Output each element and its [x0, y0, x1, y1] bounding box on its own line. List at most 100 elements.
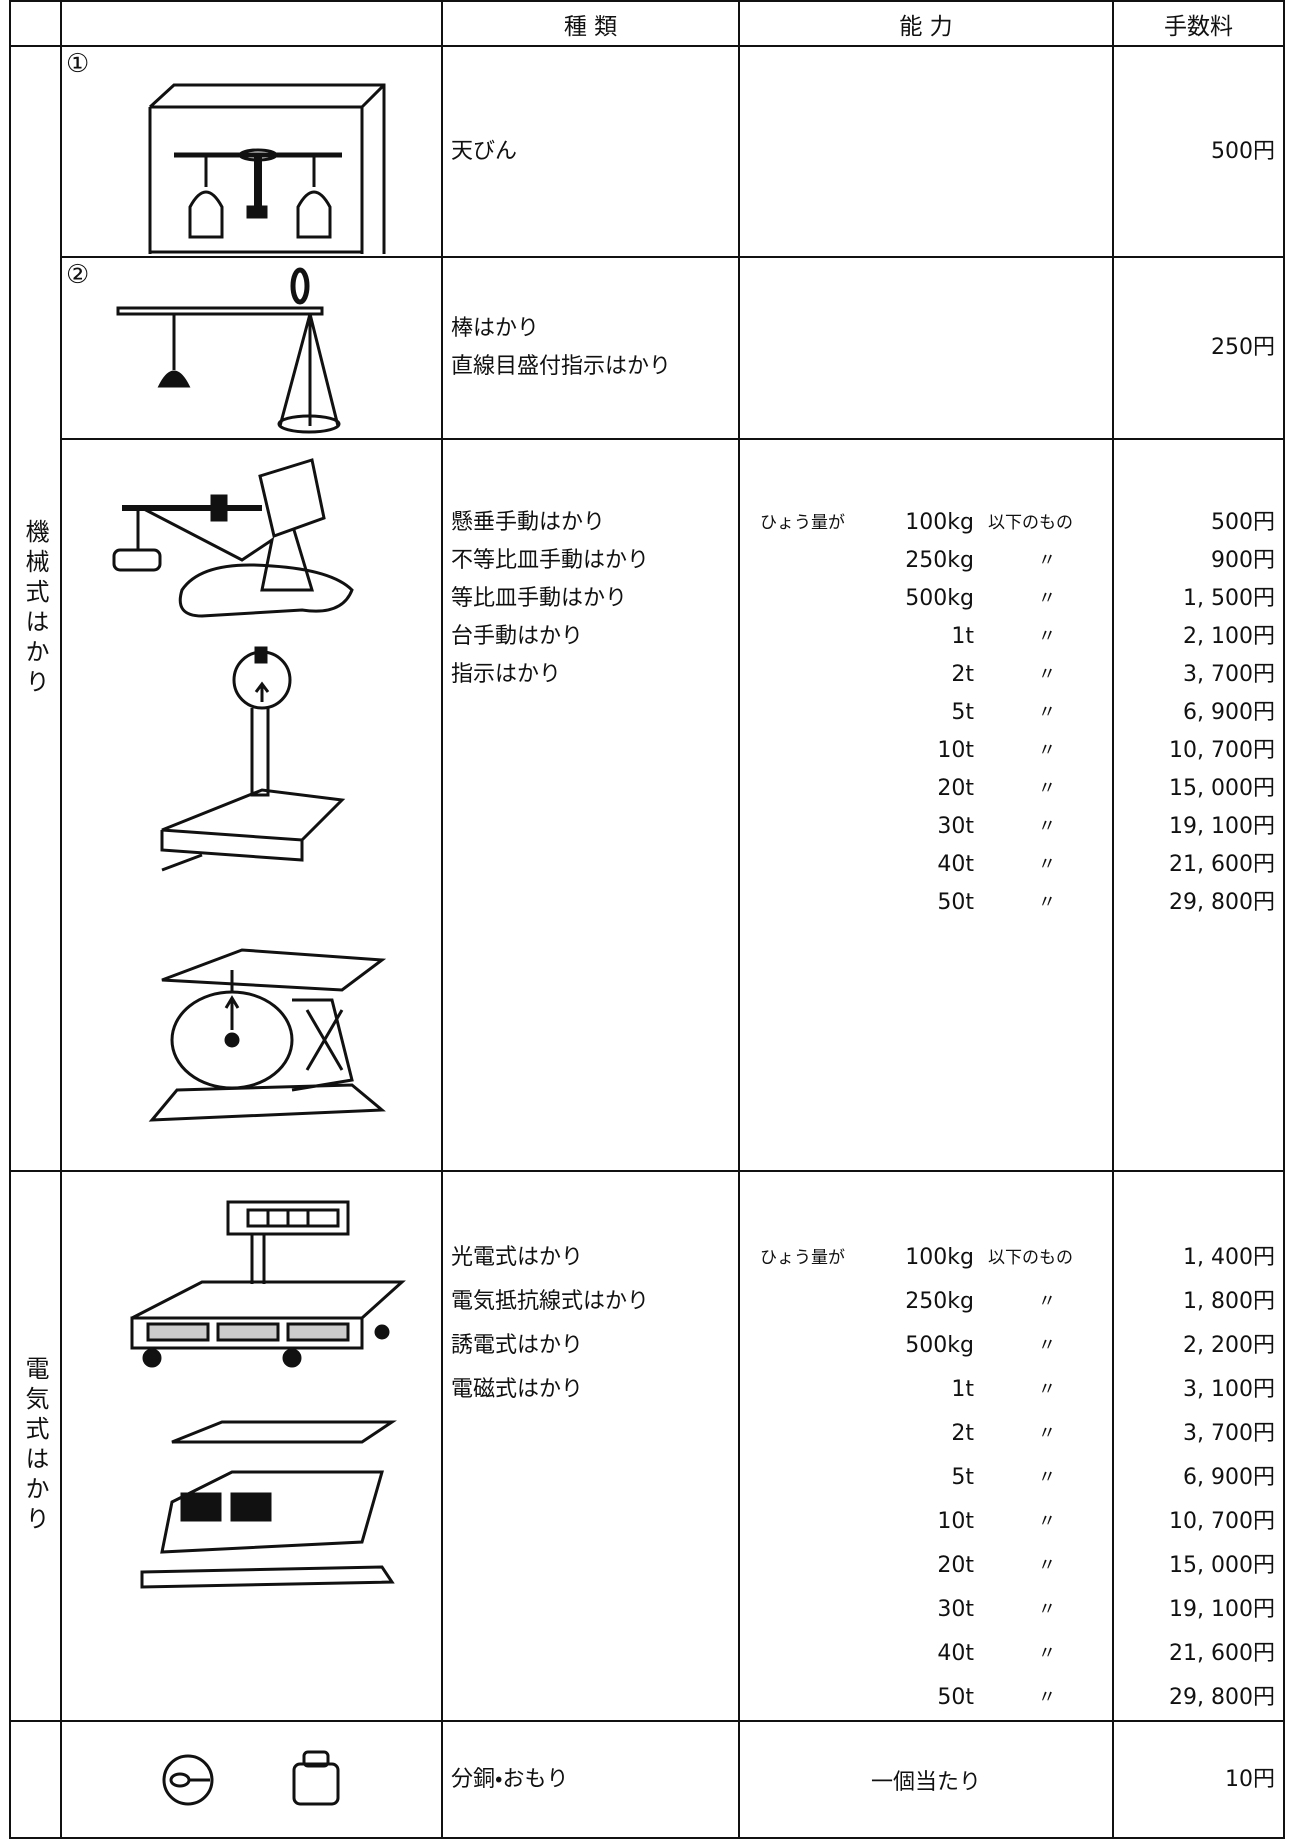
capacity-prefix: ひょう量が: [760, 1248, 845, 1268]
spacer: [760, 542, 880, 580]
illustration-cell: [60, 1720, 443, 1839]
type-name: 棒はかり: [451, 316, 540, 341]
header-cell: [60, 0, 443, 47]
type-cell: 分銅・おもり: [441, 1720, 740, 1839]
header-fee: 手数料: [1112, 0, 1285, 47]
capacity-note: 〃: [1038, 1555, 1056, 1576]
header-cell: [9, 0, 62, 47]
capacity-note: 〃: [1038, 664, 1056, 685]
capacity-note: 〃: [1038, 816, 1056, 837]
capacity-note: 〃: [1038, 1467, 1056, 1488]
mechanical-scales-illustration: [112, 458, 387, 1122]
illustration-cell: ②: [60, 256, 443, 440]
capacity-note: 〃: [1038, 778, 1056, 799]
fee: 10, 700円: [1169, 1509, 1275, 1534]
fee-cell: 500円 900円 1, 500円 2, 100円 3, 700円 6, 900円 10, …: [1112, 438, 1285, 1172]
fee-cell: 1, 400円 1, 800円 2, 200円 3, 100円 3, 700円 6, 90…: [1112, 1170, 1285, 1722]
type-name: 直線目盛付指示はかり: [451, 354, 672, 379]
capacity-amount: 10t: [937, 1509, 974, 1534]
capacity-amount: 1t: [951, 1377, 974, 1402]
fee-lines: 500円 900円 1, 500円 2, 100円 3, 700円 6, 900円 10, …: [1115, 441, 1282, 922]
capacity-amount: 1t: [951, 624, 974, 649]
fee: 6, 900円: [1183, 700, 1275, 725]
capacity-amount: 250kg: [905, 1289, 974, 1314]
spacer: [760, 1500, 880, 1544]
type-cell: 棒はかり直線目盛付指示はかり: [441, 256, 740, 440]
spacer: [760, 1456, 880, 1500]
capacity-note: 〃: [1038, 550, 1056, 571]
weights-illustration: [162, 1750, 340, 1806]
electronic-scales-illustration: [130, 1200, 406, 1589]
fee-table: 種 類 能 力 手数料 機械式はかり ① 天びん 500円 ② 棒はかり 直線目盛付指示…: [9, 0, 1285, 1839]
illustration-cell: [60, 438, 443, 1172]
fee-cell: 500円: [1112, 45, 1285, 258]
capacity-amount: 5t: [951, 700, 974, 725]
capacity-cell: [738, 45, 1114, 258]
spacer: [760, 1324, 880, 1368]
fee-cell: 250円: [1112, 256, 1285, 440]
table-row: 機械式はかり ① 天びん 500円: [9, 45, 1285, 1172]
spacer: [760, 1676, 880, 1719]
capacity-prefix: ひょう量が: [760, 513, 845, 533]
capacity-note: 〃: [1038, 1423, 1056, 1444]
fee: 19, 100円: [1169, 1597, 1275, 1622]
capacity-amount: 50t: [937, 890, 974, 915]
fee-lines: 10円: [1115, 1761, 1282, 1799]
capacity-note: 〃: [1038, 1335, 1056, 1356]
spacer: [760, 1588, 880, 1632]
type-lines: 懸垂手動はかり 不等比皿手動はかり 等比皿手動はかり 台手動はかり 指示はかり: [444, 441, 737, 694]
capacity-note: 〃: [1038, 1511, 1056, 1532]
header-row: 種 類 能 力 手数料: [9, 0, 1285, 47]
capacity-amount: 30t: [937, 814, 974, 839]
spacer: [760, 884, 880, 922]
spacer: [760, 1280, 880, 1324]
capacity-amount: 10t: [937, 738, 974, 763]
type-cell: 天びん: [441, 45, 740, 258]
fee: 21, 600円: [1169, 1641, 1275, 1666]
spacer: [760, 1632, 880, 1676]
type-name: 天びん: [451, 138, 518, 164]
type-name: 誘電式はかり: [451, 1333, 584, 1358]
capacity-amount: 20t: [937, 776, 974, 801]
capacity-amount: 50t: [937, 1685, 974, 1710]
fee: 2, 100円: [1183, 624, 1275, 649]
capacity-note: 〃: [1038, 854, 1056, 875]
capacity-grid: ひょう量が 100kg 以下のもの 250kg 〃 500kg 〃 1t 〃 2t 〃 5t 〃 10t 〃…: [741, 1173, 1111, 1719]
spacer: [760, 846, 880, 884]
fee: 1, 800円: [1183, 1289, 1275, 1314]
capacity-cell: ひょう量が 100kg 以下のもの 250kg 〃 500kg 〃 1t 〃 2t 〃 5t 〃 10t 〃…: [738, 1170, 1114, 1722]
capacity-amount: 100kg: [905, 510, 974, 535]
illustration-cell: [60, 1170, 443, 1722]
row-marker: ①: [66, 49, 90, 79]
capacity-amount: 30t: [937, 1597, 974, 1622]
fee: 500円: [1211, 138, 1275, 164]
balance-illustration: [148, 83, 386, 254]
type-name: 懸垂手動はかり: [451, 510, 606, 535]
fee: 250円: [1211, 335, 1275, 360]
table-row: ② 棒はかり 直線目盛付指示はかり 250円: [10, 256, 1285, 440]
type-name: 分銅・おもり: [451, 1766, 569, 1792]
capacity-note: 〃: [1038, 588, 1056, 609]
steelyard-illustration: [116, 267, 341, 434]
capacity-amount: 500kg: [905, 1333, 974, 1358]
spacer: [760, 732, 880, 770]
type-cell: 光電式はかり 電気抵抗線式はかり 誘電式はかり 電磁式はかり: [441, 1170, 740, 1722]
fee: 29, 800円: [1169, 1685, 1275, 1710]
fee-lines: 500円: [1115, 133, 1282, 171]
fee: 3, 700円: [1183, 662, 1275, 687]
table-row: 電気式はかり 光電式はかり 電気抵抗線式はかり 誘電式はかり 電磁式はかり ひょう量が 1…: [9, 1170, 1285, 1722]
header-capacity: 能 力: [738, 0, 1114, 47]
spacer: [760, 770, 880, 808]
spacer: [760, 580, 880, 618]
capacity-note: 〃: [1038, 702, 1056, 723]
capacity-grid: ひょう量が 100kg 以下のもの 250kg 〃 500kg 〃 1t 〃 2t 〃 5t 〃 10t 〃…: [741, 441, 1111, 922]
type-name: 電気抵抗線式はかり: [451, 1289, 650, 1314]
type-lines: 光電式はかり 電気抵抗線式はかり 誘電式はかり 電磁式はかり: [444, 1173, 737, 1412]
capacity-amount: 500kg: [905, 586, 974, 611]
capacity-amount: 40t: [937, 852, 974, 877]
type-name: 台手動はかり: [451, 624, 584, 649]
fee: 1, 400円: [1183, 1245, 1275, 1270]
capacity-cell: [738, 256, 1114, 440]
